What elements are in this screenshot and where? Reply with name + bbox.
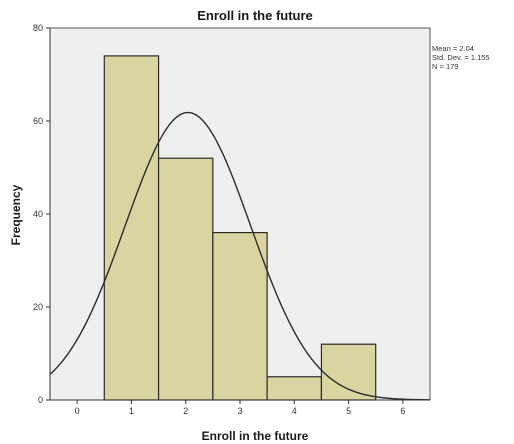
x-tick-label: 0 xyxy=(75,406,80,416)
y-tick-label: 60 xyxy=(33,116,43,126)
x-tick-label: 1 xyxy=(129,406,134,416)
stats-legend: Mean = 2.04 Std. Dev. = 1.155 N = 179 xyxy=(432,44,490,71)
x-tick-label: 6 xyxy=(400,406,405,416)
histogram-bar xyxy=(320,343,377,401)
x-tick-label: 4 xyxy=(292,406,297,416)
y-axis-label: Frequency xyxy=(9,184,23,245)
histogram-bar xyxy=(266,376,323,401)
x-tick-label: 5 xyxy=(346,406,351,416)
x-axis-label: Enroll in the future xyxy=(202,429,309,443)
y-axis-ticks: 0 20 40 60 80 xyxy=(33,23,50,405)
stats-n: N = 179 xyxy=(432,62,458,71)
chart-title: Enroll in the future xyxy=(197,8,313,23)
x-tick-label: 2 xyxy=(183,406,188,416)
x-tick-label: 3 xyxy=(237,406,242,416)
y-tick-label: 80 xyxy=(33,23,43,33)
y-tick-label: 20 xyxy=(33,302,43,312)
x-axis-ticks: 0 1 2 3 4 5 6 xyxy=(75,400,405,416)
histogram-bar xyxy=(157,157,214,401)
histogram-bar xyxy=(103,55,160,401)
histogram-bar xyxy=(212,232,268,401)
normal-curve xyxy=(49,111,431,401)
bars xyxy=(103,55,377,401)
stats-std-dev: Std. Dev. = 1.155 xyxy=(432,53,490,62)
y-tick-label: 0 xyxy=(38,395,43,405)
stats-mean: Mean = 2.04 xyxy=(432,44,474,53)
y-tick-label: 40 xyxy=(33,209,43,219)
